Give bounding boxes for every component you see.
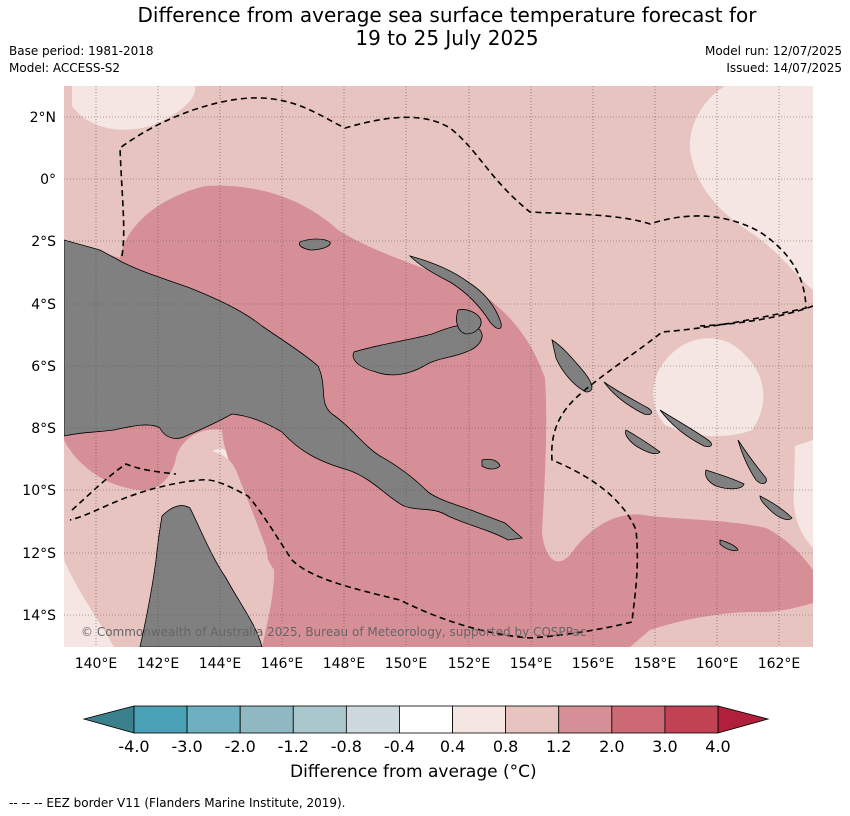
colorbar-tick-label: 0.4 — [440, 737, 465, 756]
colorbar-tick-label: -1.2 — [278, 737, 309, 756]
colorbar-segment — [292, 705, 347, 734]
colorbar-tick-label: 3.0 — [652, 737, 677, 756]
land-cape-york — [139, 505, 263, 647]
colorbar-segment — [505, 705, 560, 734]
colorbar-tick-label: 0.8 — [493, 737, 518, 756]
x-tick-label: 162°E — [758, 656, 801, 672]
title-line-2: 19 to 25 July 2025 — [355, 26, 539, 50]
colorbar-tick-label: -0.4 — [384, 737, 415, 756]
x-tick-label: 148°E — [323, 656, 366, 672]
y-tick-label: 2°N — [30, 110, 56, 126]
y-tick-label: 0° — [40, 172, 56, 188]
anomaly-band-1.2-2.0 — [64, 185, 813, 647]
x-tick-label: 158°E — [634, 656, 677, 672]
map-area: © Commonwealth of Australia 2025, Bureau… — [64, 86, 813, 647]
colorbar-tick-label: -0.8 — [331, 737, 362, 756]
colorbar-segment — [345, 705, 400, 734]
land-new-guinea — [64, 239, 523, 541]
anomaly-band-0.4-0.8-east — [653, 338, 764, 437]
colorbar-segment — [133, 705, 188, 734]
model-run: Model run: 12/07/2025 — [704, 44, 842, 58]
colorbar-over-arrow — [717, 705, 770, 734]
colorbar-tick-label: 2.0 — [599, 737, 624, 756]
y-tick-label: 4°S — [31, 297, 56, 313]
eez-border-solomons-north — [699, 305, 813, 327]
x-tick-label: 150°E — [385, 656, 428, 672]
base-period: Base period: 1981-2018 — [9, 44, 154, 58]
issued-date: Issued: 14/07/2025 — [726, 61, 842, 75]
anomaly-band-0.4-0.8-sw — [64, 560, 114, 647]
model-name: Model: ACCESS-S2 — [9, 61, 121, 75]
meta-right: Model run: 12/07/2025 Issued: 14/07/2025 — [705, 43, 842, 77]
colorbar: -4.0 -3.0 -2.0 -1.2 -0.8 -0.4 0.4 0.8 1.2 2.0 3.0 4… — [82, 705, 770, 756]
chart-title: Difference from average sea surface temp… — [0, 4, 850, 50]
eez-border-torres — [71, 463, 177, 511]
x-tick-label: 152°E — [448, 656, 491, 672]
x-axis-labels: 140°E 142°E 144°E 146°E 148°E 150°E 152°… — [75, 656, 801, 672]
colorbar-segments — [133, 705, 719, 734]
colorbar-title: Difference from average (°C) — [290, 762, 537, 782]
land-malaita — [737, 439, 767, 484]
colorbar-tick-label: -4.0 — [118, 737, 149, 756]
y-tick-label: 2°S — [31, 234, 56, 250]
land-makira — [759, 495, 793, 520]
gridlines — [64, 86, 813, 647]
copyright-text: © Commonwealth of Australia 2025, Bureau… — [81, 625, 586, 639]
x-tick-label: 144°E — [199, 656, 242, 672]
colorbar-segment — [186, 705, 241, 734]
colorbar-segment — [558, 705, 613, 734]
land-new-ireland-south — [456, 309, 482, 335]
eez-footnote: -- -- -- EEZ border V11 (Flanders Marine… — [9, 796, 346, 810]
land-new-britain — [352, 324, 483, 376]
colorbar-labels: -4.0 -3.0 -2.0 -1.2 -0.8 -0.4 0.4 0.8 1.2 2.0 3.0 4… — [118, 737, 730, 756]
colorbar-segment — [399, 705, 453, 734]
colorbar-under-arrow — [82, 705, 135, 734]
colorbar-tick-label: -3.0 — [171, 737, 202, 756]
land-choiseul — [603, 381, 652, 415]
eez-border-png — [69, 97, 807, 639]
land-woodlark — [481, 458, 501, 470]
land-rennell — [719, 539, 739, 551]
anomaly-band-0.4-0.8-se — [793, 440, 813, 548]
x-tick-label: 156°E — [572, 656, 615, 672]
x-tick-label: 142°E — [137, 656, 180, 672]
y-tick-label: 12°S — [22, 546, 56, 562]
land-guadalcanal — [705, 469, 745, 490]
colorbar-segment — [611, 705, 666, 734]
colorbar-tick-label: -2.0 — [225, 737, 256, 756]
eez-borders — [69, 97, 813, 639]
land-manus — [299, 238, 331, 251]
colorbar-tick-label: 1.2 — [546, 737, 571, 756]
x-tick-label: 160°E — [696, 656, 739, 672]
land-new-ireland — [408, 255, 502, 329]
colorbar-segment — [452, 705, 507, 734]
x-tick-label: 140°E — [75, 656, 118, 672]
y-tick-label: 10°S — [22, 483, 56, 499]
land-new-georgia — [625, 429, 661, 454]
anomaly-band-0.4-0.8-ne — [689, 86, 813, 290]
y-tick-label: 6°S — [31, 359, 56, 375]
y-tick-label: 14°S — [22, 608, 56, 624]
meta-left: Base period: 1981-2018 Model: ACCESS-S2 — [9, 43, 154, 77]
colorbar-tick-label: 4.0 — [705, 737, 730, 756]
colorbar-segment — [239, 705, 294, 734]
title-line-1: Difference from average sea surface temp… — [137, 3, 757, 27]
anomaly-band-0.4-0.8-nw — [72, 86, 196, 130]
colorbar-segment — [664, 705, 719, 734]
y-axis-labels: 2°N 0° 2°S 4°S 6°S 8°S 10°S 12°S 14°S — [22, 110, 56, 624]
x-tick-label: 154°E — [510, 656, 553, 672]
x-tick-label: 146°E — [261, 656, 304, 672]
y-tick-label: 8°S — [31, 421, 56, 437]
